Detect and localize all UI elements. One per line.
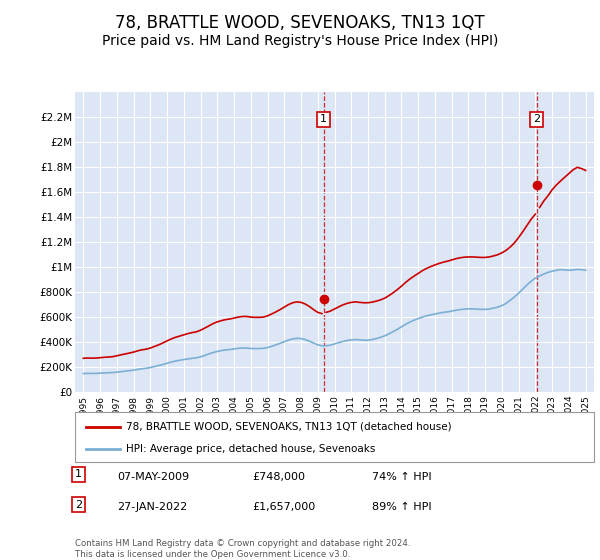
Text: 78, BRATTLE WOOD, SEVENOAKS, TN13 1QT: 78, BRATTLE WOOD, SEVENOAKS, TN13 1QT <box>115 14 485 32</box>
Text: 89% ↑ HPI: 89% ↑ HPI <box>372 502 431 512</box>
Text: 27-JAN-2022: 27-JAN-2022 <box>117 502 187 512</box>
Text: 1: 1 <box>320 114 327 124</box>
Text: 1: 1 <box>75 469 82 479</box>
Text: 07-MAY-2009: 07-MAY-2009 <box>117 472 189 482</box>
Text: £748,000: £748,000 <box>252 472 305 482</box>
Text: 2: 2 <box>533 114 541 124</box>
Text: HPI: Average price, detached house, Sevenoaks: HPI: Average price, detached house, Seve… <box>126 445 376 454</box>
Text: 2: 2 <box>75 500 82 510</box>
Text: 74% ↑ HPI: 74% ↑ HPI <box>372 472 431 482</box>
Text: £1,657,000: £1,657,000 <box>252 502 315 512</box>
Text: Contains HM Land Registry data © Crown copyright and database right 2024.
This d: Contains HM Land Registry data © Crown c… <box>75 539 410 559</box>
Text: Price paid vs. HM Land Registry's House Price Index (HPI): Price paid vs. HM Land Registry's House … <box>102 34 498 48</box>
Text: 78, BRATTLE WOOD, SEVENOAKS, TN13 1QT (detached house): 78, BRATTLE WOOD, SEVENOAKS, TN13 1QT (d… <box>126 422 452 432</box>
